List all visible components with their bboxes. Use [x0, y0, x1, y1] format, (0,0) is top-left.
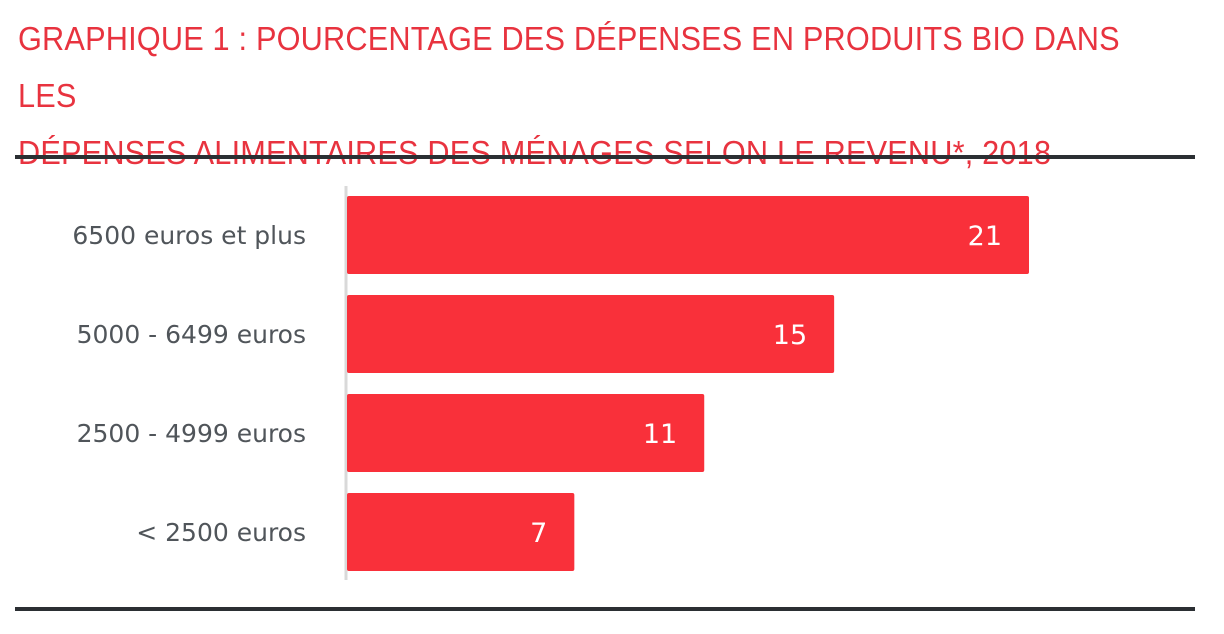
chart-title: GRAPHIQUE 1 : POURCENTAGE DES DÉPENSES E… [18, 10, 1134, 181]
category-label-3: < 2500 euros [136, 518, 306, 547]
chart-title-line-2: DÉPENSES ALIMENTAIRES DES MÉNAGES SELON … [18, 134, 1052, 171]
value-label-2: 11 [643, 419, 677, 450]
bars-group: 6500 euros et plus 21 5000 - 6499 euros 15 2… [72, 196, 1029, 571]
bar-3 [347, 493, 575, 571]
value-label-3: 7 [530, 518, 547, 549]
bar-2 [347, 394, 705, 472]
bar-1 [347, 295, 835, 373]
category-label-1: 5000 - 6499 euros [77, 320, 306, 349]
chart-title-line-1: GRAPHIQUE 1 : POURCENTAGE DES DÉPENSES E… [18, 20, 1120, 114]
value-label-1: 15 [773, 320, 807, 351]
value-label-0: 21 [968, 221, 1002, 252]
top-rule [15, 155, 1195, 159]
bar-0 [347, 196, 1029, 274]
category-label-2: 2500 - 4999 euros [77, 419, 306, 448]
category-label-0: 6500 euros et plus [72, 221, 306, 250]
bottom-rule [15, 607, 1195, 611]
